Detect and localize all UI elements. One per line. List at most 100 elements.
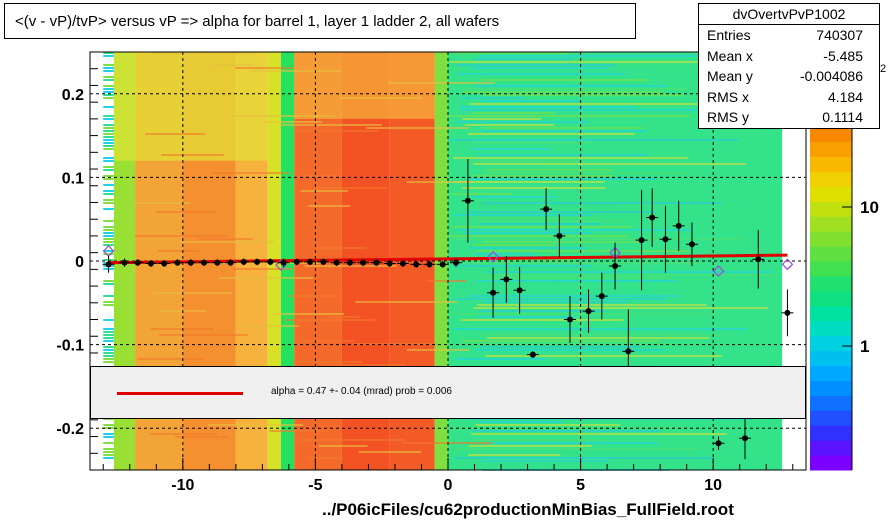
heatmap-cell bbox=[271, 313, 345, 315]
x-axis-label: ../P06icFiles/cu62productionMinBias_Full… bbox=[322, 500, 734, 519]
heatmap-cell bbox=[485, 355, 722, 357]
heatmap-cell bbox=[486, 337, 710, 339]
color-scale-cell bbox=[810, 231, 852, 247]
data-point bbox=[134, 259, 141, 266]
heatmap-cell bbox=[103, 160, 114, 162]
data-point bbox=[320, 258, 327, 265]
heatmap-cell bbox=[452, 448, 698, 450]
heatmap-band bbox=[294, 52, 435, 119]
heatmap-cell bbox=[284, 319, 376, 321]
heatmap-cell bbox=[479, 55, 698, 57]
heatmap-cell bbox=[103, 232, 114, 234]
heatmap-cell bbox=[448, 115, 690, 117]
data-point bbox=[267, 258, 274, 265]
heatmap-cell bbox=[460, 319, 624, 321]
heatmap-cell bbox=[157, 250, 199, 252]
stats-row-mean-x: Mean x -5.485 bbox=[699, 46, 879, 67]
heatmap-cell bbox=[451, 361, 589, 363]
color-scale-cell bbox=[810, 455, 852, 471]
heatmap-cell bbox=[456, 73, 626, 75]
heatmap-cell bbox=[463, 145, 724, 147]
heatmap-cell bbox=[103, 178, 114, 180]
color-scale-cell bbox=[810, 380, 852, 396]
open-marker bbox=[712, 265, 725, 277]
stats-value: 0.1114 bbox=[822, 109, 863, 125]
heatmap-cell bbox=[458, 352, 625, 354]
data-point bbox=[503, 276, 510, 283]
heatmap-cell bbox=[462, 118, 541, 120]
x-tick-label: -5 bbox=[308, 477, 322, 494]
heatmap-cell bbox=[472, 196, 557, 198]
heatmap-cell bbox=[473, 85, 667, 87]
legend-fit-text: alpha = 0.47 +- 0.04 (mrad) prob = 0.006 bbox=[271, 386, 452, 397]
heatmap-cell bbox=[103, 448, 114, 450]
heatmap-cell bbox=[454, 136, 677, 138]
heatmap-cell bbox=[453, 283, 601, 285]
data-point bbox=[755, 256, 762, 263]
heatmap-cell bbox=[450, 61, 736, 63]
heatmap-cell bbox=[464, 217, 600, 219]
heatmap-cell bbox=[103, 127, 114, 129]
heatmap-cell bbox=[452, 259, 574, 261]
heatmap-cell bbox=[427, 280, 467, 282]
color-scale-cell bbox=[810, 126, 852, 143]
color-scale-cell bbox=[810, 201, 852, 217]
data-point bbox=[121, 259, 128, 266]
data-point bbox=[675, 222, 682, 229]
heatmap-cell bbox=[474, 220, 621, 222]
stats-row-entries: Entries 740307 bbox=[699, 25, 879, 46]
heatmap-cell bbox=[279, 124, 382, 126]
data-point bbox=[598, 293, 605, 300]
heatmap-cell bbox=[103, 142, 114, 144]
heatmap-cell bbox=[103, 220, 114, 222]
heatmap-cell bbox=[483, 70, 657, 72]
heatmap-cell bbox=[103, 355, 114, 357]
color-scale-cell bbox=[810, 335, 852, 352]
data-point bbox=[566, 316, 573, 323]
heatmap-cell bbox=[365, 127, 470, 129]
heatmap-cell bbox=[470, 262, 700, 264]
stats-name: dvOvertvPvP1002 bbox=[699, 4, 879, 25]
heatmap-cell bbox=[103, 295, 114, 297]
heatmap-cell bbox=[103, 304, 114, 306]
heatmap-cell bbox=[103, 64, 114, 66]
heatmap-cell bbox=[103, 52, 114, 54]
heatmap-cell bbox=[462, 187, 606, 189]
heatmap-cell bbox=[461, 340, 661, 342]
heatmap-cell bbox=[468, 445, 592, 447]
fit-legend: alpha = 0.47 +- 0.04 (mrad) prob = 0.006 bbox=[90, 366, 806, 419]
x-tick-label: 10 bbox=[704, 477, 722, 494]
x-tick-label: -10 bbox=[171, 477, 194, 494]
heatmap-cell bbox=[452, 313, 716, 315]
heatmap-cell bbox=[250, 70, 342, 72]
color-scale-cell bbox=[810, 395, 852, 411]
y-tick-label: -0.2 bbox=[56, 421, 84, 438]
heatmap-cell bbox=[103, 145, 114, 147]
data-point bbox=[638, 237, 645, 244]
data-point bbox=[742, 435, 749, 442]
heatmap-cell bbox=[103, 442, 114, 444]
heatmap-cell bbox=[103, 328, 114, 330]
color-scale-cell bbox=[810, 186, 852, 202]
heatmap-cell bbox=[103, 91, 114, 93]
data-point bbox=[105, 261, 112, 268]
stats-row-rms-x: RMS x 4.184 bbox=[699, 87, 879, 108]
heatmap-cell bbox=[153, 52, 254, 54]
color-scale-label: 1 bbox=[860, 337, 869, 356]
heatmap-cell bbox=[484, 271, 773, 273]
stats-key: RMS y bbox=[707, 109, 749, 125]
heatmap-cell bbox=[457, 208, 548, 210]
heatmap-cell bbox=[150, 433, 218, 435]
heatmap-cell bbox=[198, 238, 253, 240]
heatmap-cell bbox=[103, 424, 114, 426]
data-point bbox=[426, 261, 433, 268]
heatmap-cell bbox=[473, 244, 556, 246]
y-tick-label: -0.1 bbox=[56, 338, 84, 355]
heatmap-cell bbox=[103, 76, 114, 78]
heatmap-cell bbox=[304, 265, 397, 267]
heatmap-cell bbox=[135, 202, 191, 204]
heatmap-cell bbox=[472, 112, 554, 114]
heatmap-cell bbox=[480, 334, 724, 336]
heatmap-cell bbox=[453, 328, 748, 330]
data-point bbox=[625, 348, 632, 355]
